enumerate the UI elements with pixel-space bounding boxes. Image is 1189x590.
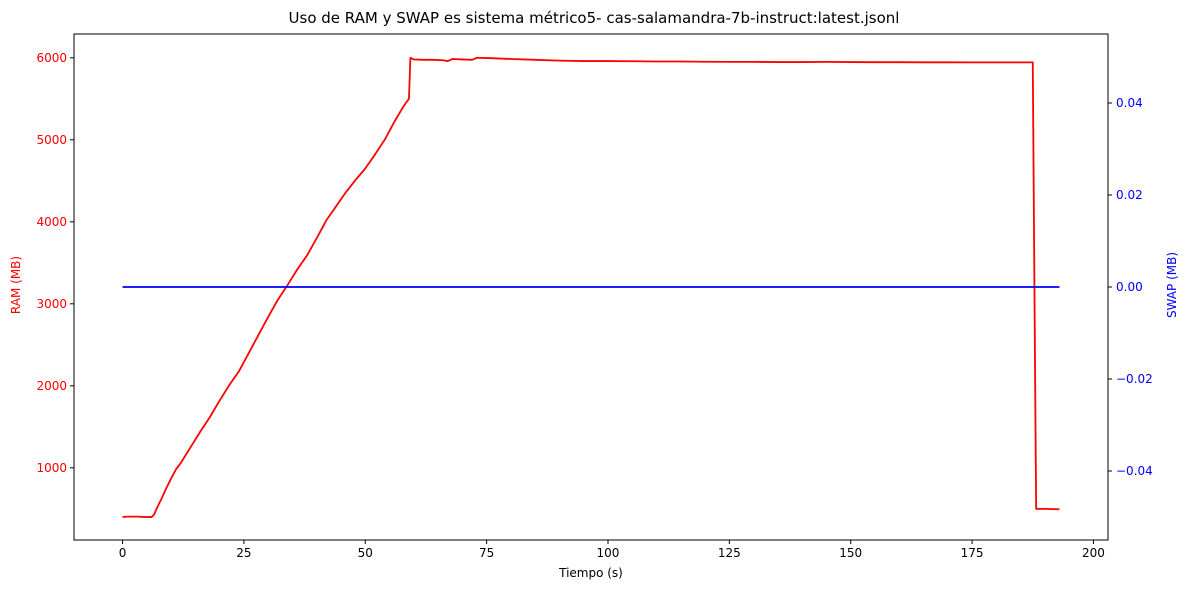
- x-tick-label: 50: [358, 546, 373, 560]
- y-right-tick-label: −0.02: [1116, 372, 1153, 386]
- plot-area: [122, 56, 1060, 518]
- y-left-tick-label: 6000: [36, 51, 67, 65]
- y-right-tick-label: 0.02: [1116, 188, 1143, 202]
- y-left-tick-label: 1000: [36, 461, 67, 475]
- x-tick-label: 100: [597, 546, 620, 560]
- x-tick-label: 25: [236, 546, 251, 560]
- x-tick-label: 75: [479, 546, 494, 560]
- x-tick-label: 200: [1082, 546, 1105, 560]
- y-left-tick-label: 4000: [36, 215, 67, 229]
- y-right-tick-label: −0.04: [1116, 464, 1153, 478]
- y-right-axis-label: SWAP (MB): [1165, 252, 1179, 318]
- y-left-tick-label: 2000: [36, 379, 67, 393]
- y-right-tick-label: 0.00: [1116, 280, 1143, 294]
- x-tick-label: 175: [961, 546, 984, 560]
- x-axis-label: Tiempo (s): [558, 566, 623, 580]
- x-tick-label: 150: [839, 546, 862, 560]
- x-tick-label: 125: [718, 546, 741, 560]
- y-left-tick-label: 5000: [36, 133, 67, 147]
- ram-series-line: [122, 56, 1060, 518]
- y-right-tick-label: 0.04: [1116, 96, 1143, 110]
- axes: 0 25 50 75 100 125 150 175 200 1000 2000 3000 4000 50…: [36, 33, 1153, 560]
- y-left-tick-label: 3000: [36, 297, 67, 311]
- chart-title: Uso de RAM y SWAP es sistema métrico5- c…: [289, 9, 900, 27]
- x-tick-label: 0: [119, 546, 127, 560]
- y-left-axis-label: RAM (MB): [9, 256, 23, 314]
